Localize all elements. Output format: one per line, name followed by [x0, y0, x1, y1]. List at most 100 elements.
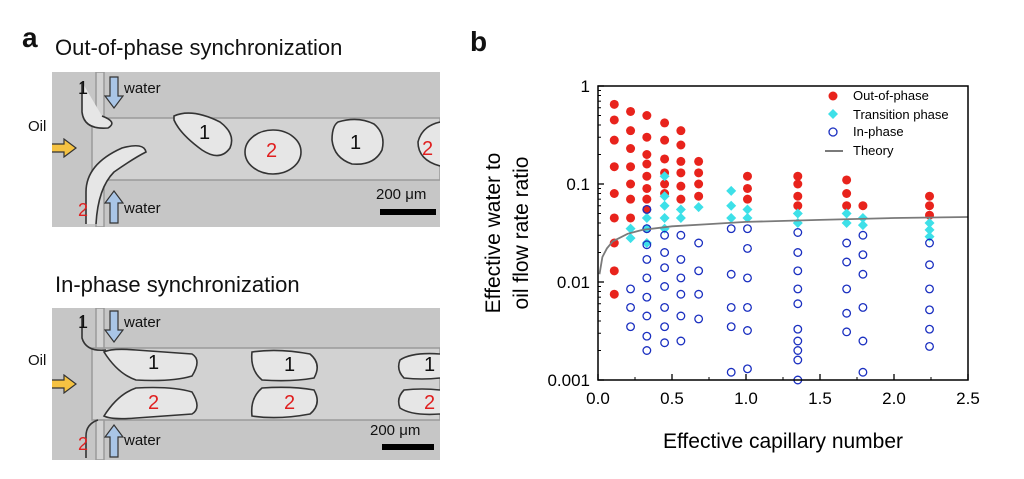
in-phase-point — [842, 257, 852, 267]
out-of-phase-point — [925, 201, 935, 211]
in-phase-point — [694, 289, 704, 299]
in-phase-point — [676, 230, 686, 240]
in-phase-point — [726, 224, 736, 234]
out-of-phase-point — [793, 191, 803, 201]
transition-phase-point — [742, 204, 753, 215]
transition-phase-point — [625, 223, 636, 234]
out-of-phase-point — [660, 135, 670, 145]
out-of-phase-point — [660, 154, 670, 164]
out-of-phase-point — [642, 149, 652, 159]
out-of-phase-point — [742, 194, 752, 204]
out-of-phase-point — [609, 266, 619, 276]
out-of-phase-point — [626, 126, 636, 136]
out-of-phase-title: Out-of-phase synchronization — [55, 35, 343, 60]
in-phase-point — [793, 375, 803, 385]
out-of-phase-point — [842, 201, 852, 211]
in-phase-point — [642, 292, 652, 302]
in-phase-point — [842, 327, 852, 337]
out-of-phase-point — [609, 289, 619, 299]
legend-marker-transition — [828, 109, 838, 119]
in-phase-point — [858, 367, 868, 377]
out-of-phase-point — [676, 156, 686, 166]
x-tick-label: 0.5 — [660, 389, 684, 408]
panel-a-label: a — [22, 22, 38, 53]
legend-marker-out-of-phase — [828, 91, 838, 101]
in-phase-point — [726, 322, 736, 332]
transition-phase-point — [857, 220, 868, 231]
out-of-phase-point — [694, 156, 704, 166]
out-of-phase-point — [925, 191, 935, 201]
out-of-phase-point — [660, 179, 670, 189]
in-phase-point — [660, 322, 670, 332]
out-of-phase-point — [842, 175, 852, 185]
in-phase-point — [793, 336, 803, 346]
y-tick-label: 0.001 — [547, 371, 590, 390]
out-of-phase-point — [925, 210, 935, 220]
out-of-phase-point — [694, 168, 704, 178]
out-of-phase-point — [609, 99, 619, 109]
in-phase-point — [858, 336, 868, 346]
out-of-phase-point — [626, 194, 636, 204]
droplet-number: 1 — [350, 132, 362, 154]
droplet-number: 1 — [199, 122, 211, 144]
in-phase-point — [743, 302, 752, 312]
transition-phase-point — [924, 231, 935, 242]
out-of-phase-point — [793, 171, 803, 181]
transition-phase-point — [641, 212, 652, 223]
out-of-phase-point — [676, 126, 686, 136]
transition-phase-point — [792, 217, 803, 228]
in-phase-point — [842, 308, 852, 318]
x-tick-label: 1.5 — [808, 389, 832, 408]
in-phase-point — [925, 260, 934, 270]
droplet-number: 1 — [148, 352, 160, 374]
out-of-phase-point — [676, 194, 686, 204]
oil-arrow-icon — [52, 374, 77, 394]
in-phase-point — [858, 250, 868, 260]
water-top-label: water — [124, 80, 161, 97]
in-phase-point — [726, 302, 736, 312]
out-of-phase-point — [642, 111, 652, 121]
water-arrow-down-icon — [104, 310, 124, 343]
panel-b-label: b — [470, 26, 488, 57]
in-phase-point — [743, 326, 752, 335]
plot-frame — [597, 85, 969, 381]
in-phase-point — [642, 311, 652, 321]
out-of-phase-point — [676, 168, 686, 178]
out-of-phase-point — [609, 213, 619, 223]
x-axis-title: Effective capillary number — [663, 430, 903, 453]
out-of-phase-point — [642, 194, 652, 204]
y-tick-label: 0.01 — [557, 273, 590, 292]
transition-phase-point — [641, 223, 652, 234]
transition-phase-point — [625, 233, 636, 244]
out-of-phase-point — [858, 201, 868, 211]
in-phase-point — [642, 240, 652, 250]
transition-phase-point — [659, 171, 670, 182]
droplet-number: 1 — [424, 354, 436, 376]
theory-curve — [598, 216, 969, 275]
out-of-phase-point — [626, 162, 636, 172]
legend-marker-in-phase — [828, 127, 838, 137]
droplet-number: 2 — [424, 392, 436, 414]
in-phase-point — [626, 322, 636, 332]
in-phase-point — [793, 346, 803, 355]
scale-bar-label: 200 μm — [376, 186, 427, 203]
transition-phase-point — [742, 212, 753, 223]
in-phase-point — [925, 238, 934, 248]
out-of-phase-point — [609, 238, 619, 248]
transition-phase-point — [659, 223, 670, 234]
transition-phase-point — [841, 208, 852, 219]
transition-phase-point — [659, 200, 670, 211]
in-phase-point — [642, 273, 652, 283]
transition-phase-point — [726, 212, 737, 223]
in-phase-point — [676, 336, 686, 346]
droplet-number: 2 — [422, 138, 434, 160]
out-of-phase-point — [842, 188, 852, 198]
out-of-phase-point — [742, 183, 752, 193]
in-phase-point — [842, 284, 852, 294]
transition-phase-point — [675, 212, 686, 223]
out-of-phase-point — [676, 140, 686, 150]
transition-phase-point — [857, 212, 868, 223]
transition-phase-point — [841, 217, 852, 228]
transition-phase-point — [641, 238, 652, 249]
out-of-phase-point — [642, 132, 652, 142]
